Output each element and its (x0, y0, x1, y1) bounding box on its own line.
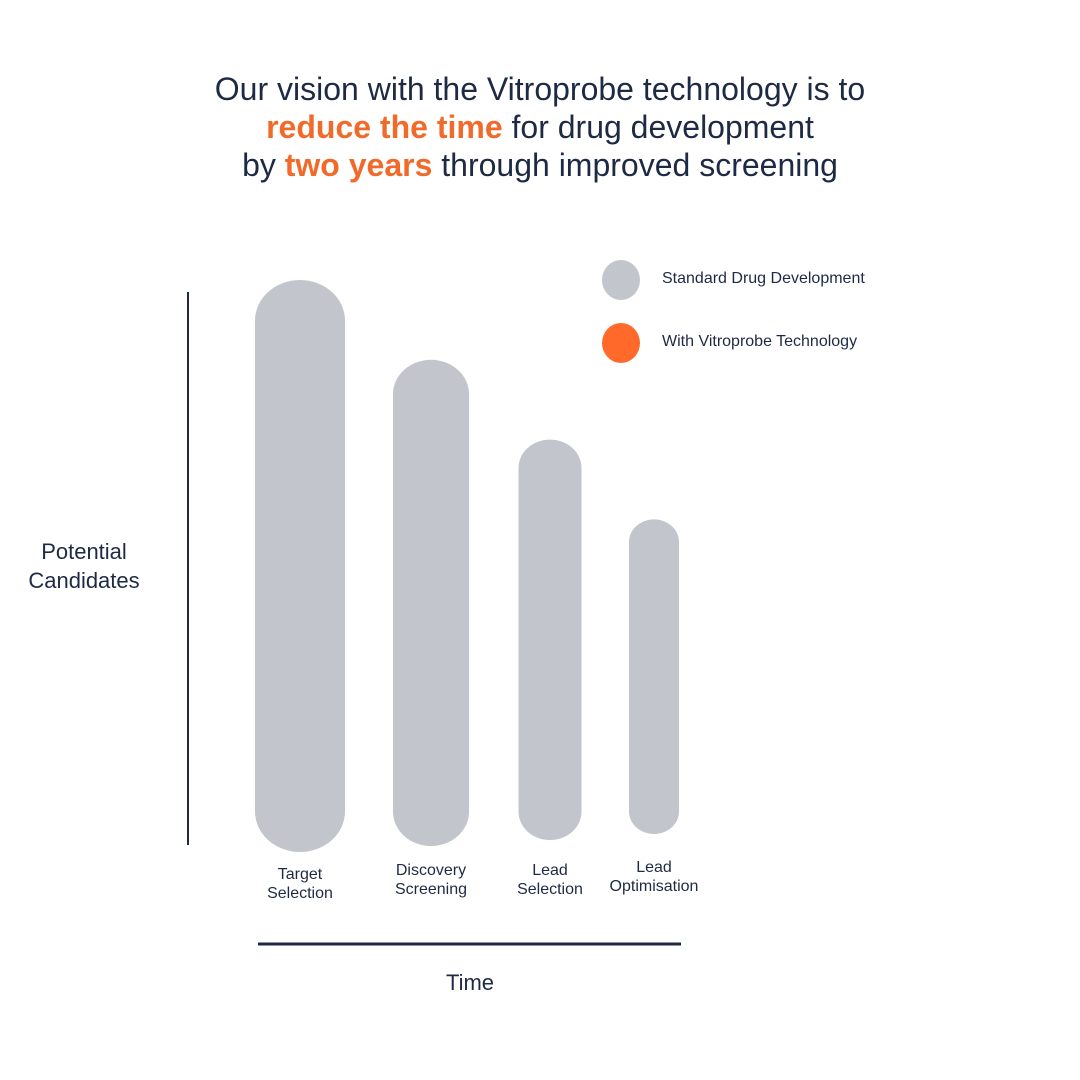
headline: Our vision with the Vitroprobe technolog… (0, 70, 1080, 184)
legend-label-vitroprobe: With Vitroprobe Technology (662, 333, 858, 350)
headline-line-3: by two years through improved screening (0, 146, 1080, 184)
bar-1 (393, 359, 469, 846)
headline-line-2: reduce the time for drug development (0, 108, 1080, 146)
category-label-0-line-0: Target (277, 866, 323, 883)
headline-line-1: Our vision with the Vitroprobe technolog… (214, 71, 866, 107)
bar-0 (255, 280, 345, 852)
category-label-3-line-0: Lead (636, 859, 672, 876)
legend-swatch-standard (602, 260, 640, 300)
category-label-1-line-0: Discovery (395, 862, 467, 879)
category-label-3-line-1: Optimisation (609, 878, 699, 895)
category-label-0: Target Selection (235, 865, 365, 903)
legend-swatch-vitroprobe (602, 323, 640, 363)
y-axis-label: Potential Candidates (10, 537, 158, 595)
headline-line-3-pre: by (242, 147, 285, 183)
category-label-2: Lead Selection (485, 861, 615, 899)
headline-line-2-rest: for drug development (502, 109, 814, 145)
category-label-2-line-1: Selection (517, 881, 583, 898)
x-axis-label: Time (445, 970, 495, 995)
bar-3 (629, 519, 679, 834)
headline-line-3-rest: through improved screening (432, 147, 838, 183)
headline-highlight-time: reduce the time (266, 109, 503, 145)
category-label-2-line-0: Lead (532, 862, 568, 879)
category-label-0-line-1: Selection (267, 885, 333, 902)
bars-group (255, 280, 679, 852)
bar-2 (518, 439, 582, 840)
headline-highlight-years: two years (284, 147, 433, 183)
category-label-3: Lead Optimisation (589, 858, 719, 896)
legend-label-standard: Standard Drug Development (662, 270, 865, 287)
category-label-1-line-1: Screening (394, 881, 468, 898)
category-label-1: Discovery Screening (366, 861, 496, 899)
y-axis-label-text: Potential Candidates (28, 539, 140, 593)
